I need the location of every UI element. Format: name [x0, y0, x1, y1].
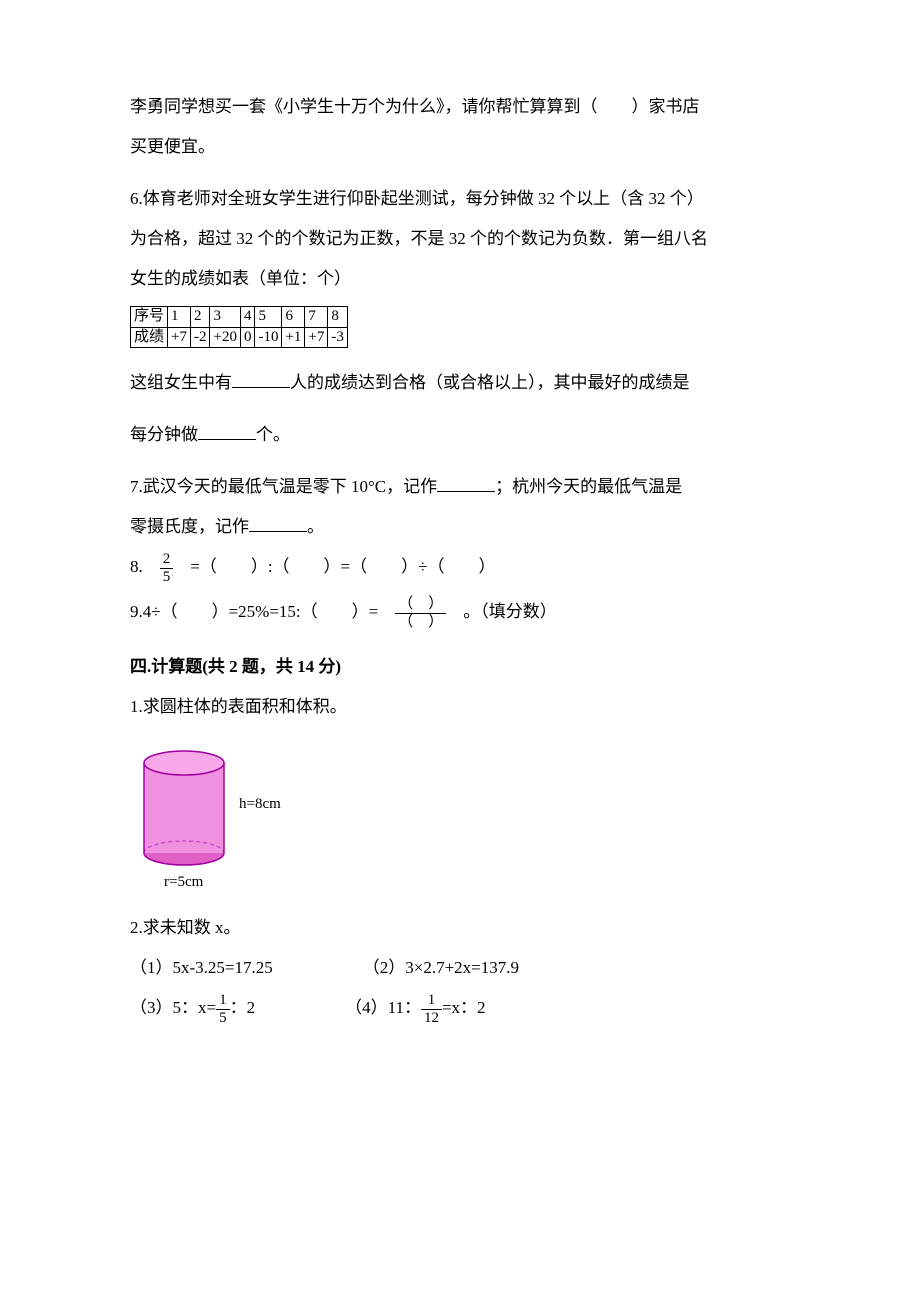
fraction-num: （ ）	[395, 596, 446, 614]
table-header-cell: 5	[255, 307, 282, 328]
blank	[198, 422, 256, 440]
table-row: 序号 1 2 3 4 5 6 7 8	[131, 307, 348, 328]
table-header-cell: 8	[328, 307, 348, 328]
fraction-num: 1	[216, 992, 230, 1010]
q7-d: 。	[307, 517, 324, 536]
table-header-cell: 2	[190, 307, 210, 328]
eq4: （4）11：112=x：2	[345, 991, 485, 1026]
cylinder-svg: h=8cm r=5cm	[134, 738, 314, 893]
q6-after1-a: 这组女生中有	[130, 373, 232, 392]
q6-text3: 女生的成绩如表（单位：个）	[130, 262, 790, 296]
eq-row-2: （3）5：x=15：2 （4）11：112=x：2	[130, 991, 790, 1026]
cylinder-side	[144, 763, 224, 853]
table-cell: +1	[282, 327, 305, 348]
table-cell: +7	[168, 327, 191, 348]
cylinder-r-label: r=5cm	[164, 874, 204, 890]
page: 李勇同学想买一套《小学生十万个为什么》，请你帮忙算算到（ ）家书店 买更便宜。 …	[0, 0, 920, 1302]
blank	[232, 370, 290, 388]
eq4-b: =x：2	[442, 998, 486, 1017]
q4-2-text: 2.求未知数 x。	[130, 911, 790, 945]
eq2: （2）3×2.7+2x=137.9	[363, 951, 519, 985]
fraction-den: （ ）	[395, 614, 446, 631]
q9: 9.4÷（ ）=25%=15:（ ）= （ ）（ ） 。（填分数）	[130, 595, 790, 630]
q7-b: ；杭州今天的最低气温是	[495, 477, 682, 496]
q6-text1: 6.体育老师对全班女学生进行仰卧起坐测试，每分钟做 32 个以上（含 32 个）	[130, 182, 790, 216]
blank	[437, 474, 495, 492]
eq3-a: （3）5：x=	[130, 998, 216, 1017]
table-header-cell: 6	[282, 307, 305, 328]
table-header-cell: 3	[210, 307, 240, 328]
fraction: （ ）（ ）	[395, 596, 446, 630]
table-cell: -2	[190, 327, 210, 348]
q9-a: 9.4÷（ ）=25%=15:（ ）=	[130, 602, 395, 621]
table-cell: +20	[210, 327, 240, 348]
table-header-cell: 7	[305, 307, 328, 328]
q7-line1: 7.武汉今天的最低气温是零下 10°C，记作 ；杭州今天的最低气温是	[130, 470, 790, 504]
section4-title: 四.计算题(共 2 题，共 14 分)	[130, 650, 790, 684]
q7-c: 零摄氏度，记作	[130, 517, 249, 536]
table-cell: -10	[255, 327, 282, 348]
cylinder-figure: h=8cm r=5cm	[134, 738, 790, 893]
fraction: 25	[160, 551, 174, 585]
q6-after1: 这组女生中有 人的成绩达到合格（或合格以上），其中最好的成绩是	[130, 366, 790, 400]
table-row: 成绩 +7 -2 +20 0 -10 +1 +7 -3	[131, 327, 348, 348]
fraction-num: 1	[421, 992, 442, 1010]
table-cell: -3	[328, 327, 348, 348]
fraction-den: 12	[421, 1010, 442, 1027]
q6-text2: 为合格，超过 32 个的个数记为正数，不是 32 个的个数记为负数．第一组八名	[130, 222, 790, 256]
eq1: （1）5x-3.25=17.25	[130, 951, 273, 985]
q7-line2: 零摄氏度，记作 。	[130, 510, 790, 544]
table-header-label: 序号	[131, 307, 168, 328]
blank	[249, 514, 307, 532]
table-header-cell: 1	[168, 307, 191, 328]
eq4-a: （4）11：	[345, 998, 421, 1017]
table-cell: 0	[240, 327, 255, 348]
q9-b: 。（填分数）	[446, 602, 557, 621]
q5-line1: 李勇同学想买一套《小学生十万个为什么》，请你帮忙算算到（ ）家书店	[130, 90, 790, 124]
q4-1-text: 1.求圆柱体的表面积和体积。	[130, 690, 790, 724]
q8-lead: 8.	[130, 557, 160, 576]
fraction: 112	[421, 992, 442, 1026]
fraction-num: 2	[160, 551, 174, 569]
q8: 8. 25 =（ ）:（ ）=（ ）÷（ ）	[130, 550, 790, 585]
table-row-label: 成绩	[131, 327, 168, 348]
table-cell: +7	[305, 327, 328, 348]
q6-after2-a: 每分钟做	[130, 425, 198, 444]
fraction: 15	[216, 992, 230, 1026]
fraction-den: 5	[216, 1010, 230, 1027]
q7-a: 7.武汉今天的最低气温是零下 10°C，记作	[130, 477, 437, 496]
q6-after2: 每分钟做 个。	[130, 418, 790, 452]
q6-after1-b: 人的成绩达到合格（或合格以上），其中最好的成绩是	[290, 373, 690, 392]
q6-table: 序号 1 2 3 4 5 6 7 8 成绩 +7 -2 +20 0 -10 +1…	[130, 306, 348, 348]
eq3-b: ：2	[230, 998, 256, 1017]
eq3: （3）5：x=15：2	[130, 991, 255, 1026]
fraction-den: 5	[160, 569, 174, 586]
table-header-cell: 4	[240, 307, 255, 328]
eq-row-1: （1）5x-3.25=17.25 （2）3×2.7+2x=137.9	[130, 951, 790, 985]
q5-line2: 买更便宜。	[130, 130, 790, 164]
q8-rest: =（ ）:（ ）=（ ）÷（ ）	[173, 557, 495, 576]
q6-after2-b: 个。	[256, 425, 290, 444]
cylinder-h-label: h=8cm	[239, 796, 281, 812]
